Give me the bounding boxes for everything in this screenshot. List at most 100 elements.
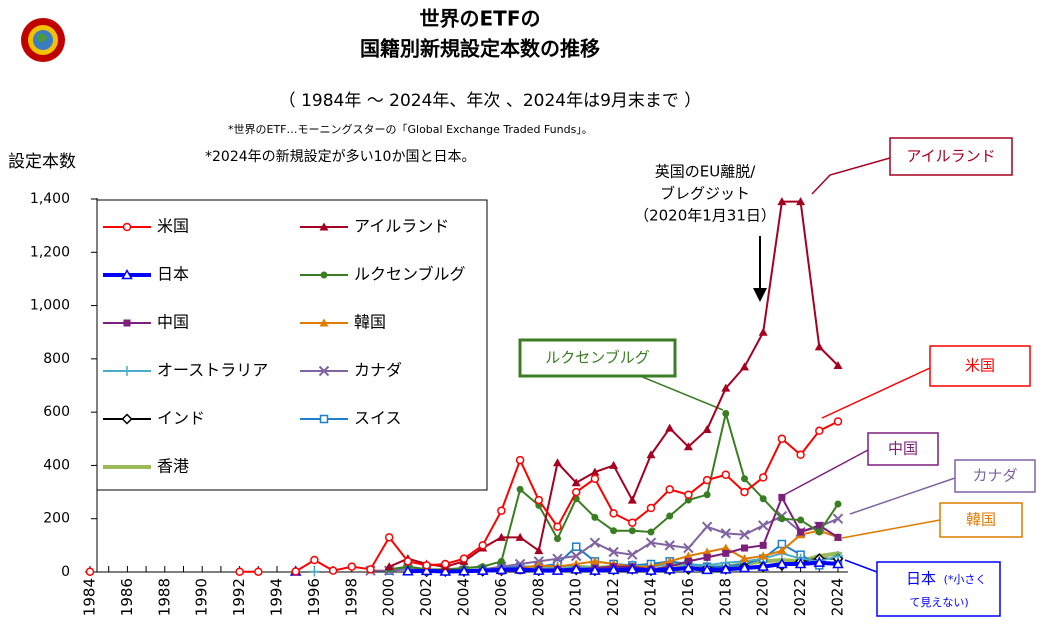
marker <box>703 491 711 499</box>
marker <box>476 564 489 575</box>
legend-label: スイス <box>354 409 402 428</box>
marker <box>778 515 786 523</box>
marker <box>796 450 805 460</box>
x-tick-label: 2022 <box>791 578 809 616</box>
marker <box>534 495 544 505</box>
marker <box>778 493 786 501</box>
marker <box>570 563 582 574</box>
x-tick-label: 2010 <box>567 578 585 616</box>
marker <box>478 541 487 550</box>
legend-marker <box>320 271 328 279</box>
marker <box>422 561 431 570</box>
marker <box>759 495 767 503</box>
annotation-text: 韓国 <box>966 511 996 529</box>
marker <box>683 551 693 560</box>
marker <box>740 362 749 371</box>
marker <box>813 556 826 567</box>
y-tick-label: 400 <box>43 457 70 473</box>
legend-marker <box>121 268 133 280</box>
x-tick-label: 1986 <box>118 578 136 616</box>
marker <box>366 565 375 574</box>
marker <box>384 533 394 542</box>
marker <box>758 551 768 560</box>
marker <box>720 563 732 574</box>
marker <box>254 567 263 576</box>
annotation-leaders <box>639 157 956 573</box>
marker <box>834 533 842 541</box>
annotation-box <box>939 502 1023 538</box>
marker <box>551 564 564 575</box>
marker <box>570 550 582 562</box>
marker <box>814 342 824 351</box>
marker <box>589 564 601 575</box>
marker <box>347 562 357 571</box>
marker <box>647 528 655 536</box>
annotation-box <box>954 459 1036 493</box>
x-tick-label: 2004 <box>455 578 473 616</box>
marker <box>815 426 824 436</box>
marker <box>665 423 675 432</box>
marker <box>497 557 505 565</box>
x-tick-label: 2008 <box>529 578 547 616</box>
marker <box>701 563 713 575</box>
marker <box>534 546 544 555</box>
marker <box>665 556 675 565</box>
marker <box>777 546 787 555</box>
marker <box>420 564 433 576</box>
legend-label: 中国 <box>157 313 189 332</box>
annotation-box <box>867 432 939 466</box>
marker <box>310 555 319 565</box>
subtitle: （ 1984年 ～ 2024年、年次 、2024年は9月末まで ） <box>279 91 702 111</box>
legend-box <box>96 199 488 491</box>
legend-label: アイルランド <box>354 217 449 236</box>
x-tick-label: 2006 <box>492 578 510 616</box>
marker <box>721 383 731 392</box>
event-label: ブレグジット <box>660 185 750 203</box>
annotation-text: アイルランド <box>906 147 995 165</box>
legend-label: オーストラリア <box>157 361 268 380</box>
marker <box>495 563 508 575</box>
marker <box>497 506 506 515</box>
marker <box>683 442 693 451</box>
marker <box>515 455 525 465</box>
marker <box>721 470 731 480</box>
x-tick-label: 2020 <box>754 578 772 616</box>
marker <box>759 541 767 549</box>
marker <box>552 553 563 564</box>
marker <box>832 557 844 569</box>
marker <box>514 563 526 574</box>
marker <box>571 478 581 487</box>
x-tick-label: 1994 <box>268 578 286 616</box>
marker <box>609 460 619 469</box>
marker <box>608 546 619 558</box>
marker <box>589 537 601 548</box>
legend-marker <box>319 318 329 327</box>
marker <box>721 543 731 552</box>
marker <box>703 553 711 561</box>
x-tick-label: 1992 <box>230 578 248 616</box>
marker <box>627 549 638 560</box>
legend-label: 香港 <box>157 457 189 476</box>
marker <box>571 542 581 551</box>
marker <box>741 544 748 552</box>
marker <box>590 467 600 476</box>
annotation-note: て見えない) <box>909 596 968 609</box>
note: *世界のETF…モーニングスターの「Global Exchange Traded… <box>228 122 593 136</box>
x-tick-label: 1990 <box>193 578 211 616</box>
logo <box>21 18 65 62</box>
x-tick-label: 2002 <box>417 578 435 616</box>
event-arrowhead <box>753 288 767 302</box>
marker <box>758 327 768 336</box>
marker <box>720 528 732 539</box>
marker <box>439 565 452 576</box>
marker <box>628 518 637 527</box>
marker <box>738 561 751 573</box>
marker <box>591 513 599 521</box>
marker <box>683 542 694 554</box>
annotation-box <box>929 345 1031 387</box>
marker <box>741 475 748 483</box>
marker <box>328 566 338 575</box>
marker <box>627 495 637 504</box>
marker <box>441 559 450 569</box>
